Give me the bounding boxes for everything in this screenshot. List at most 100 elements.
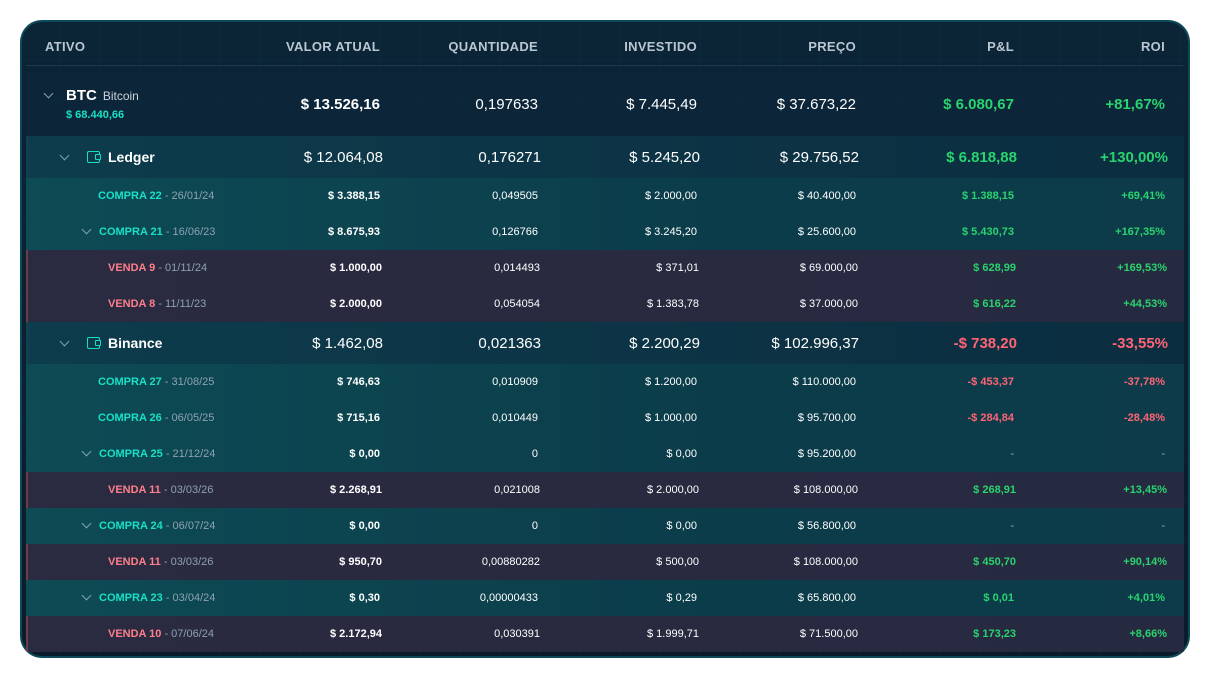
inv-cell: $ 2.000,00 <box>645 190 697 202</box>
sell-label: VENDA 10 <box>108 628 162 640</box>
valor-cell: $ 1.000,00 <box>330 262 382 274</box>
valor-cell: $ 1.462,08 <box>312 334 383 352</box>
wallet-icon <box>87 337 101 349</box>
preco-cell: $ 65.800,00 <box>797 592 856 604</box>
chevron-down-icon[interactable] <box>81 446 92 457</box>
wallet-name: Ledger <box>108 149 155 165</box>
buy-date: - 31/08/25 <box>161 376 215 388</box>
buy-cell: COMPRA 25 - 21/12/24 <box>26 446 236 460</box>
buy-cell: COMPRA 27 - 31/08/25 <box>26 376 236 388</box>
header-pl[interactable]: P&L <box>987 39 1014 54</box>
chevron-down-icon[interactable] <box>59 336 70 346</box>
asset-row-btc[interactable]: BTC Bitcoin $ 68.440,66 $ 13.526,16 0,197… <box>26 72 1184 136</box>
roi-cell: -28,48% <box>1124 412 1165 424</box>
buy-row[interactable]: COMPRA 24 - 06/07/24 $ 0,00 0 $ 0,00 $ 56.80… <box>26 508 1184 544</box>
sell-cell: VENDA 11 - 03/03/26 <box>28 556 238 568</box>
roi-cell: +130,00% <box>1100 148 1168 166</box>
buy-date: - 06/07/24 <box>162 520 216 532</box>
valor-cell: $ 12.064,08 <box>303 148 383 166</box>
roi-cell: +8,66% <box>1129 628 1167 640</box>
preco-cell: $ 29.756,52 <box>779 148 859 166</box>
wallet-row[interactable]: Ledger $ 12.064,08 0,176271 $ 5.245,20 $ 29.… <box>26 136 1184 178</box>
chevron-down-icon[interactable] <box>81 590 92 601</box>
asset-symbol: BTC <box>66 87 97 104</box>
chevron-down-icon[interactable] <box>43 88 54 99</box>
inv-cell: $ 2.000,00 <box>647 484 699 496</box>
portfolio-panel: ATIVO VALOR ATUAL QUANTIDADE INVESTIDO P… <box>20 20 1190 658</box>
header-preco[interactable]: PREÇO <box>808 39 856 54</box>
sell-label: VENDA 8 <box>108 298 156 310</box>
valor-cell: $ 2.000,00 <box>330 298 382 310</box>
roi-cell: -37,78% <box>1124 376 1165 388</box>
header-roi[interactable]: ROI <box>1140 39 1165 54</box>
valor-cell: $ 2.268,91 <box>330 484 382 496</box>
pl-cell: $ 5.430,73 <box>962 226 1014 238</box>
wallet-row[interactable]: Binance $ 1.462,08 0,021363 $ 2.200,29 $ 102… <box>26 322 1184 364</box>
qtd-cell: 0,010449 <box>492 412 538 424</box>
qtd-cell: 0,00000433 <box>479 592 538 604</box>
preco-cell: $ 108.000,00 <box>793 484 858 496</box>
buy-row[interactable]: COMPRA 27 - 31/08/25 $ 746,63 0,010909 $ 1.… <box>26 364 1184 400</box>
sell-date: - 03/03/26 <box>160 556 214 568</box>
preco-cell: $ 69.000,00 <box>799 262 858 274</box>
sell-cell: VENDA 11 - 03/03/26 <box>28 484 238 496</box>
buy-label: COMPRA 24 <box>99 520 163 532</box>
sell-row[interactable]: VENDA 9 - 01/11/24 $ 1.000,00 0,014493 $ 37… <box>26 250 1184 286</box>
buy-cell: COMPRA 24 - 06/07/24 <box>26 518 236 532</box>
buy-cell: COMPRA 21 - 16/06/23 <box>26 224 236 238</box>
pl-cell: $ 268,91 <box>973 484 1016 496</box>
buy-cell: COMPRA 22 - 26/01/24 <box>26 190 236 202</box>
buy-label: COMPRA 23 <box>99 592 163 604</box>
buy-row[interactable]: COMPRA 21 - 16/06/23 $ 8.675,93 0,126766 $ … <box>26 214 1184 250</box>
preco-cell: $ 102.996,37 <box>771 334 859 352</box>
wallet-cell: Ledger <box>29 149 239 165</box>
roi-cell: - <box>1161 520 1165 532</box>
buy-label: COMPRA 26 <box>98 412 162 424</box>
qtd-cell: 0 <box>531 520 538 532</box>
sell-label: VENDA 9 <box>108 262 156 274</box>
inv-cell: $ 3.245,20 <box>645 226 697 238</box>
inv-cell: $ 5.245,20 <box>629 148 700 166</box>
sell-date: - 01/11/24 <box>155 262 208 274</box>
asset-roi: +81,67% <box>1105 95 1165 113</box>
preco-cell: $ 71.500,00 <box>799 628 858 640</box>
qtd-cell: 0,030391 <box>494 628 540 640</box>
chevron-down-icon[interactable] <box>59 150 70 160</box>
buy-row[interactable]: COMPRA 25 - 21/12/24 $ 0,00 0 $ 0,00 $ 95.20… <box>26 436 1184 472</box>
valor-cell: $ 715,16 <box>337 412 380 424</box>
chevron-down-icon[interactable] <box>81 224 92 235</box>
buy-date: - 21/12/24 <box>162 448 216 460</box>
buy-label: COMPRA 27 <box>98 376 162 388</box>
sell-row[interactable]: VENDA 11 - 03/03/26 $ 2.268,91 0,021008 $ 2… <box>26 472 1184 508</box>
preco-cell: $ 95.700,00 <box>797 412 856 424</box>
buy-row[interactable]: COMPRA 23 - 03/04/24 $ 0,30 0,00000433 $ 0,… <box>26 580 1184 616</box>
inv-cell: $ 0,00 <box>666 448 697 460</box>
valor-cell: $ 8.675,93 <box>328 226 380 238</box>
asset-qtd: 0,197633 <box>475 95 538 113</box>
sell-label: VENDA 11 <box>108 556 161 568</box>
sell-row[interactable]: VENDA 11 - 03/03/26 $ 950,70 0,00880282 $ 5… <box>26 544 1184 580</box>
header-investido[interactable]: INVESTIDO <box>624 39 697 54</box>
buy-row[interactable]: COMPRA 26 - 06/05/25 $ 715,16 0,010449 $ 1.… <box>26 400 1184 436</box>
roi-cell: - <box>1161 448 1165 460</box>
pl-cell: $ 6.818,88 <box>946 148 1017 166</box>
header-ativo[interactable]: ATIVO <box>45 39 86 54</box>
qtd-cell: 0,126766 <box>492 226 538 238</box>
inv-cell: $ 371,01 <box>656 262 699 274</box>
header-quantidade[interactable]: QUANTIDADE <box>448 39 538 54</box>
header-valor-atual[interactable]: VALOR ATUAL <box>285 39 380 54</box>
buy-label: COMPRA 21 <box>99 226 163 238</box>
valor-cell: $ 0,00 <box>349 520 380 532</box>
holdings-table: ATIVO VALOR ATUAL QUANTIDADE INVESTIDO P… <box>26 28 1184 652</box>
preco-cell: $ 40.400,00 <box>797 190 856 202</box>
sell-cell: VENDA 10 - 07/06/24 <box>28 628 238 640</box>
buy-label: COMPRA 22 <box>98 190 162 202</box>
pl-cell: $ 0,01 <box>983 592 1014 604</box>
chevron-down-icon[interactable] <box>81 518 92 529</box>
buy-row[interactable]: COMPRA 22 - 26/01/24 $ 3.388,15 0,049505 $ … <box>26 178 1184 214</box>
sell-row[interactable]: VENDA 8 - 11/11/23 $ 2.000,00 0,054054 $ 1.… <box>26 286 1184 322</box>
preco-cell: $ 25.600,00 <box>797 226 856 238</box>
sell-date: - 11/11/23 <box>155 298 207 310</box>
sell-row[interactable]: VENDA 10 - 07/06/24 $ 2.172,94 0,030391 $ 1… <box>26 616 1184 652</box>
sell-date: - 07/06/24 <box>161 628 214 640</box>
